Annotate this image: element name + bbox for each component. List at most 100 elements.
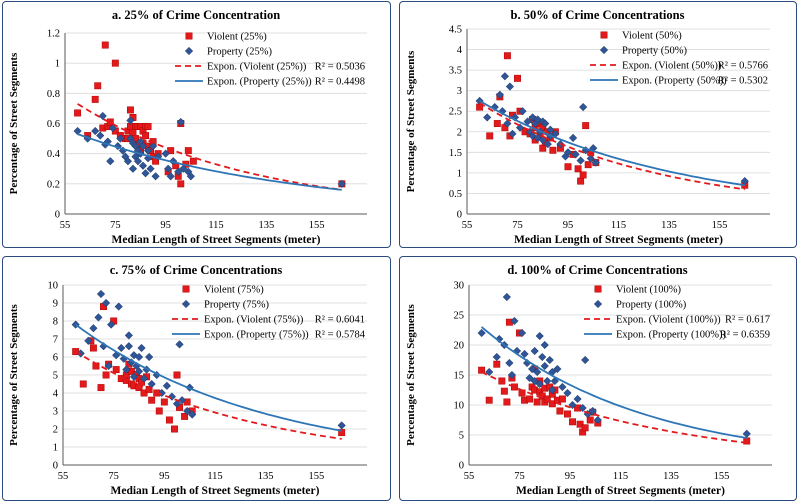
violent-point [171,425,178,433]
trendline-violent [479,102,745,191]
property-point [114,302,123,311]
violent-point [503,52,511,60]
property-point [530,376,539,386]
property-point [91,126,100,136]
property-point [151,172,160,181]
r2-violent: R² = 0.6041 [315,315,365,326]
property-point [106,320,116,329]
y-tick-label: 1.5 [449,148,462,159]
property-point [492,352,501,362]
y-tick-label: 3 [457,86,462,97]
property-point [563,388,572,398]
violent-point [177,180,185,188]
x-tick-label: 135 [258,220,274,231]
violent-point [142,132,149,140]
y-tick-label: 20 [454,341,465,352]
x-tick-label: 115 [207,471,222,482]
x-tick-label: 75 [514,471,525,482]
violent-point [574,165,582,173]
y-tick-label: 1 [53,443,58,454]
violent-point [558,395,566,403]
property-point [179,164,188,173]
property-point [586,154,595,163]
legend-property-marker [184,46,194,56]
legend-violent-marker [182,285,190,293]
x-tick-label: 155 [309,220,325,231]
y-tick-label: 30 [454,281,465,292]
chart-panel-a: a. 25% of Crime Concentration 0 0.2 0.4 0.6 0… [2,1,391,248]
legend-expon-violent-label: Expon. (Violent (75%)) [204,315,304,326]
property-point [500,72,510,81]
property-point [525,373,534,383]
violent-point [74,109,82,117]
legend-violent-label: Violent (25%) [207,32,267,43]
y-tick-label: 2 [457,127,462,138]
property-point [540,361,549,371]
property-point [578,102,588,112]
property-point [129,372,139,381]
y-tick-label: 4 [53,389,59,400]
violent-point [111,59,119,67]
property-point [164,164,173,173]
x-tick-label: 135 [661,220,677,231]
violent-point [112,366,120,374]
property-point [503,119,512,128]
property-point [568,133,578,143]
property-point [188,410,197,419]
property-point [141,169,150,178]
chart-panel-b: b. 50% of Crime Concentrations 0 0.5 1 1.5 2 2… [399,1,797,248]
y-tick-label: 2.5 [449,107,462,118]
chart-title: d. 100% of Crime Concentrations [507,263,687,277]
property-point [580,355,590,365]
property-point [94,313,103,322]
property-point [530,346,539,356]
y-tick-label: 7 [53,335,58,346]
property-point [337,421,346,430]
r2-violent: R² = 0.617 [725,315,770,326]
property-point [186,172,195,181]
violent-point [148,396,156,404]
property-point [558,382,567,392]
legend-expon-violent-label: Expon. (Violent (25%)) [207,62,307,73]
x-tick-label: 55 [58,471,69,482]
property-point [588,406,597,416]
property-point [162,381,172,390]
property-point [540,340,549,350]
chart-svg-a: a. 25% of Crime Concentration 0 0.2 0.4 0.6 0… [8,8,367,246]
property-point [103,137,112,146]
x-tick-label: 55 [60,220,71,231]
violent-point [485,396,493,404]
violent-point [586,416,594,424]
r2-violent: R² = 0.5036 [315,62,365,73]
property-point [591,158,600,167]
violent-point [155,407,163,415]
property-point [134,367,144,376]
violent-point [564,410,571,418]
violent-point [102,371,110,379]
property-point [527,364,537,374]
property-point [157,388,166,398]
property-point [545,355,554,365]
violent-point [576,420,584,428]
legend-property-label: Property (75%) [204,300,270,311]
y-tick-label: 9 [53,299,58,310]
property-point [144,352,154,362]
y-tick-label: 8 [53,317,58,328]
legend-expon-property-label: Expon. (Property (25%)) [207,77,312,88]
property-point [337,179,346,188]
trendline-property [77,133,342,191]
legend-expon-property-label: Expon. (Property (75%)) [204,330,309,341]
x-tick-label: 95 [565,471,576,482]
violent-point [577,177,585,185]
x-tick-label: 75 [512,220,523,231]
r2-property: R² = 0.5784 [315,330,366,341]
property-point [116,134,125,143]
x-tick-label: 155 [714,471,730,482]
property-point [108,123,117,133]
legend-violent-marker [594,285,602,293]
property-point [507,370,517,380]
x-axis-label: Median Length of Street Segments (meter) [514,234,723,246]
violent-point [184,147,192,155]
property-point [148,141,158,151]
property-point [563,148,573,157]
